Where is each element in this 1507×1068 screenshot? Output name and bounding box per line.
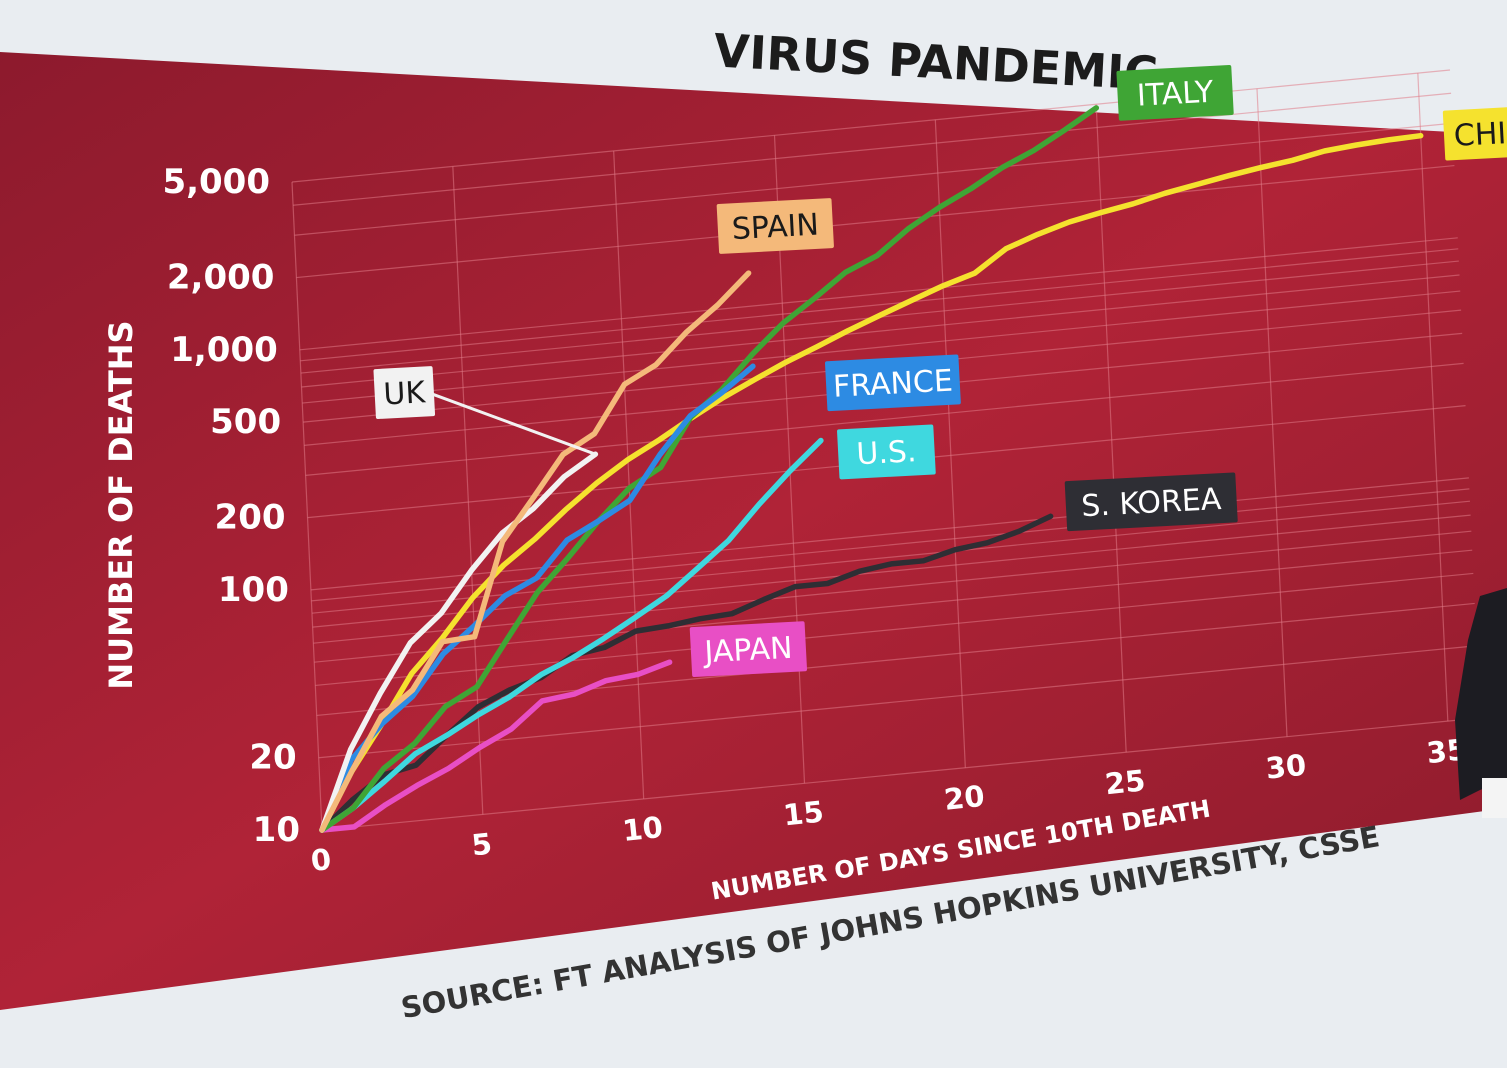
gridline-v xyxy=(1256,88,1288,737)
series-label-uk: UK xyxy=(373,366,436,420)
y-tick-label: 100 xyxy=(218,570,289,610)
series-label-france: FRANCE xyxy=(824,354,961,412)
label-text: S. KOREA xyxy=(1080,482,1222,524)
series-label-japan: JAPAN xyxy=(689,621,808,678)
y-tick-label: 1,000 xyxy=(170,330,278,370)
label-box xyxy=(689,621,808,678)
x-tick-label: 5 xyxy=(470,827,494,863)
y-axis-title: NUMBER OF DEATHS xyxy=(102,320,140,689)
x-tick-label: 25 xyxy=(1103,763,1147,801)
label-text: ITALY xyxy=(1136,75,1215,114)
x-tick-label: 30 xyxy=(1264,748,1308,786)
series-label-u-s: U.S. xyxy=(837,424,936,480)
label-box xyxy=(824,354,961,412)
y-tick-label: 5,000 xyxy=(162,162,270,202)
series-label-italy: ITALY xyxy=(1116,65,1234,121)
label-box xyxy=(1442,104,1507,161)
label-box xyxy=(1064,472,1238,532)
series-label-china: CHINA xyxy=(1442,104,1507,161)
gridline-v xyxy=(1417,73,1449,722)
label-text: SPAIN xyxy=(731,208,820,248)
y-tick-label: 10 xyxy=(253,810,300,850)
y-tick-label: 2,000 xyxy=(167,258,275,298)
series-line-uk xyxy=(319,451,599,833)
label-box xyxy=(716,198,834,254)
chart-panel xyxy=(0,52,1507,1010)
gridline-v xyxy=(291,181,323,831)
label-text: UK xyxy=(383,375,428,412)
label-box xyxy=(1116,65,1234,121)
series-label-s-korea: S. KOREA xyxy=(1064,472,1238,532)
series-labels: ITALY CHINA SPAIN FRANCE UK U.S. S. KOREA JAPAN xyxy=(373,65,1507,678)
x-tick-label: 20 xyxy=(942,779,986,817)
y-tick-label: 200 xyxy=(215,498,286,538)
label-text: FRANCE xyxy=(832,364,953,405)
uk-leader-line xyxy=(432,392,596,456)
series-label-spain: SPAIN xyxy=(716,198,834,254)
x-tick-label: 15 xyxy=(782,794,826,832)
gridline-v xyxy=(934,119,966,768)
series-line-france xyxy=(319,363,756,833)
gridline-v xyxy=(613,150,645,799)
label-text: JAPAN xyxy=(702,631,794,671)
x-tick-label: 10 xyxy=(621,810,665,848)
series-line-japan xyxy=(319,659,673,833)
series-line-u-s xyxy=(319,437,824,833)
y-tick-label: 20 xyxy=(249,738,296,778)
label-box xyxy=(837,424,936,480)
y-tick-label: 500 xyxy=(210,402,281,442)
label-text: CHINA xyxy=(1453,114,1507,154)
grid xyxy=(291,69,1481,831)
series-line-china xyxy=(319,132,1424,833)
label-box xyxy=(373,366,436,420)
x-tick-label: 0 xyxy=(309,842,333,878)
presenter-paper xyxy=(1482,778,1507,818)
series-line-spain xyxy=(319,270,752,833)
presenter-silhouette xyxy=(1455,588,1507,800)
label-text: U.S. xyxy=(856,434,918,472)
series xyxy=(319,105,1424,833)
